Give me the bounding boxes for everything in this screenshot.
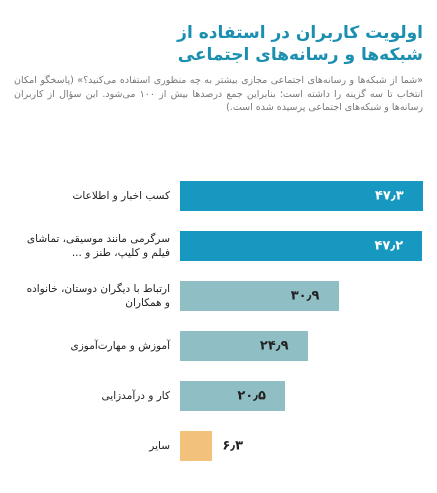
value-label: ۲۴٫۹ (259, 338, 289, 354)
bar (180, 331, 308, 361)
value-label: ۴۷٫۳ (375, 188, 404, 204)
category-label: سرگرمی مانند موسیقی، تماشای فیلم و کلیپ،… (26, 233, 170, 259)
bar (180, 431, 213, 461)
value-label: ۴۷٫۲ (374, 238, 404, 254)
category-label: کار و درآمدزایی (101, 390, 170, 402)
category-label: ارتباط با دیگران دوستان، خانواده و همکار… (26, 283, 170, 309)
category-label: سایر (149, 440, 170, 452)
value-label: ۳۰٫۹ (290, 288, 320, 304)
chart-title: اولویت کاربران در استفاده از شبکه‌ها و ر… (177, 23, 423, 65)
bar (180, 281, 339, 311)
chart-subtitle: «شما از شبکه‌ها و رسانه‌های اجتماعی مجاز… (14, 75, 423, 113)
category-label: آموزش و مهارت‌آموزی (70, 340, 170, 352)
bar (180, 231, 423, 261)
value-label: ۶٫۳ (222, 438, 244, 454)
bar (180, 181, 423, 211)
bar (180, 381, 286, 411)
plot-area: کسب اخبار و اطلاعات ۴۷٫۳ سرگرمی مانند موسی… (0, 176, 437, 476)
value-label: ۲۰٫۵ (237, 388, 266, 404)
category-label: کسب اخبار و اطلاعات (72, 190, 171, 202)
